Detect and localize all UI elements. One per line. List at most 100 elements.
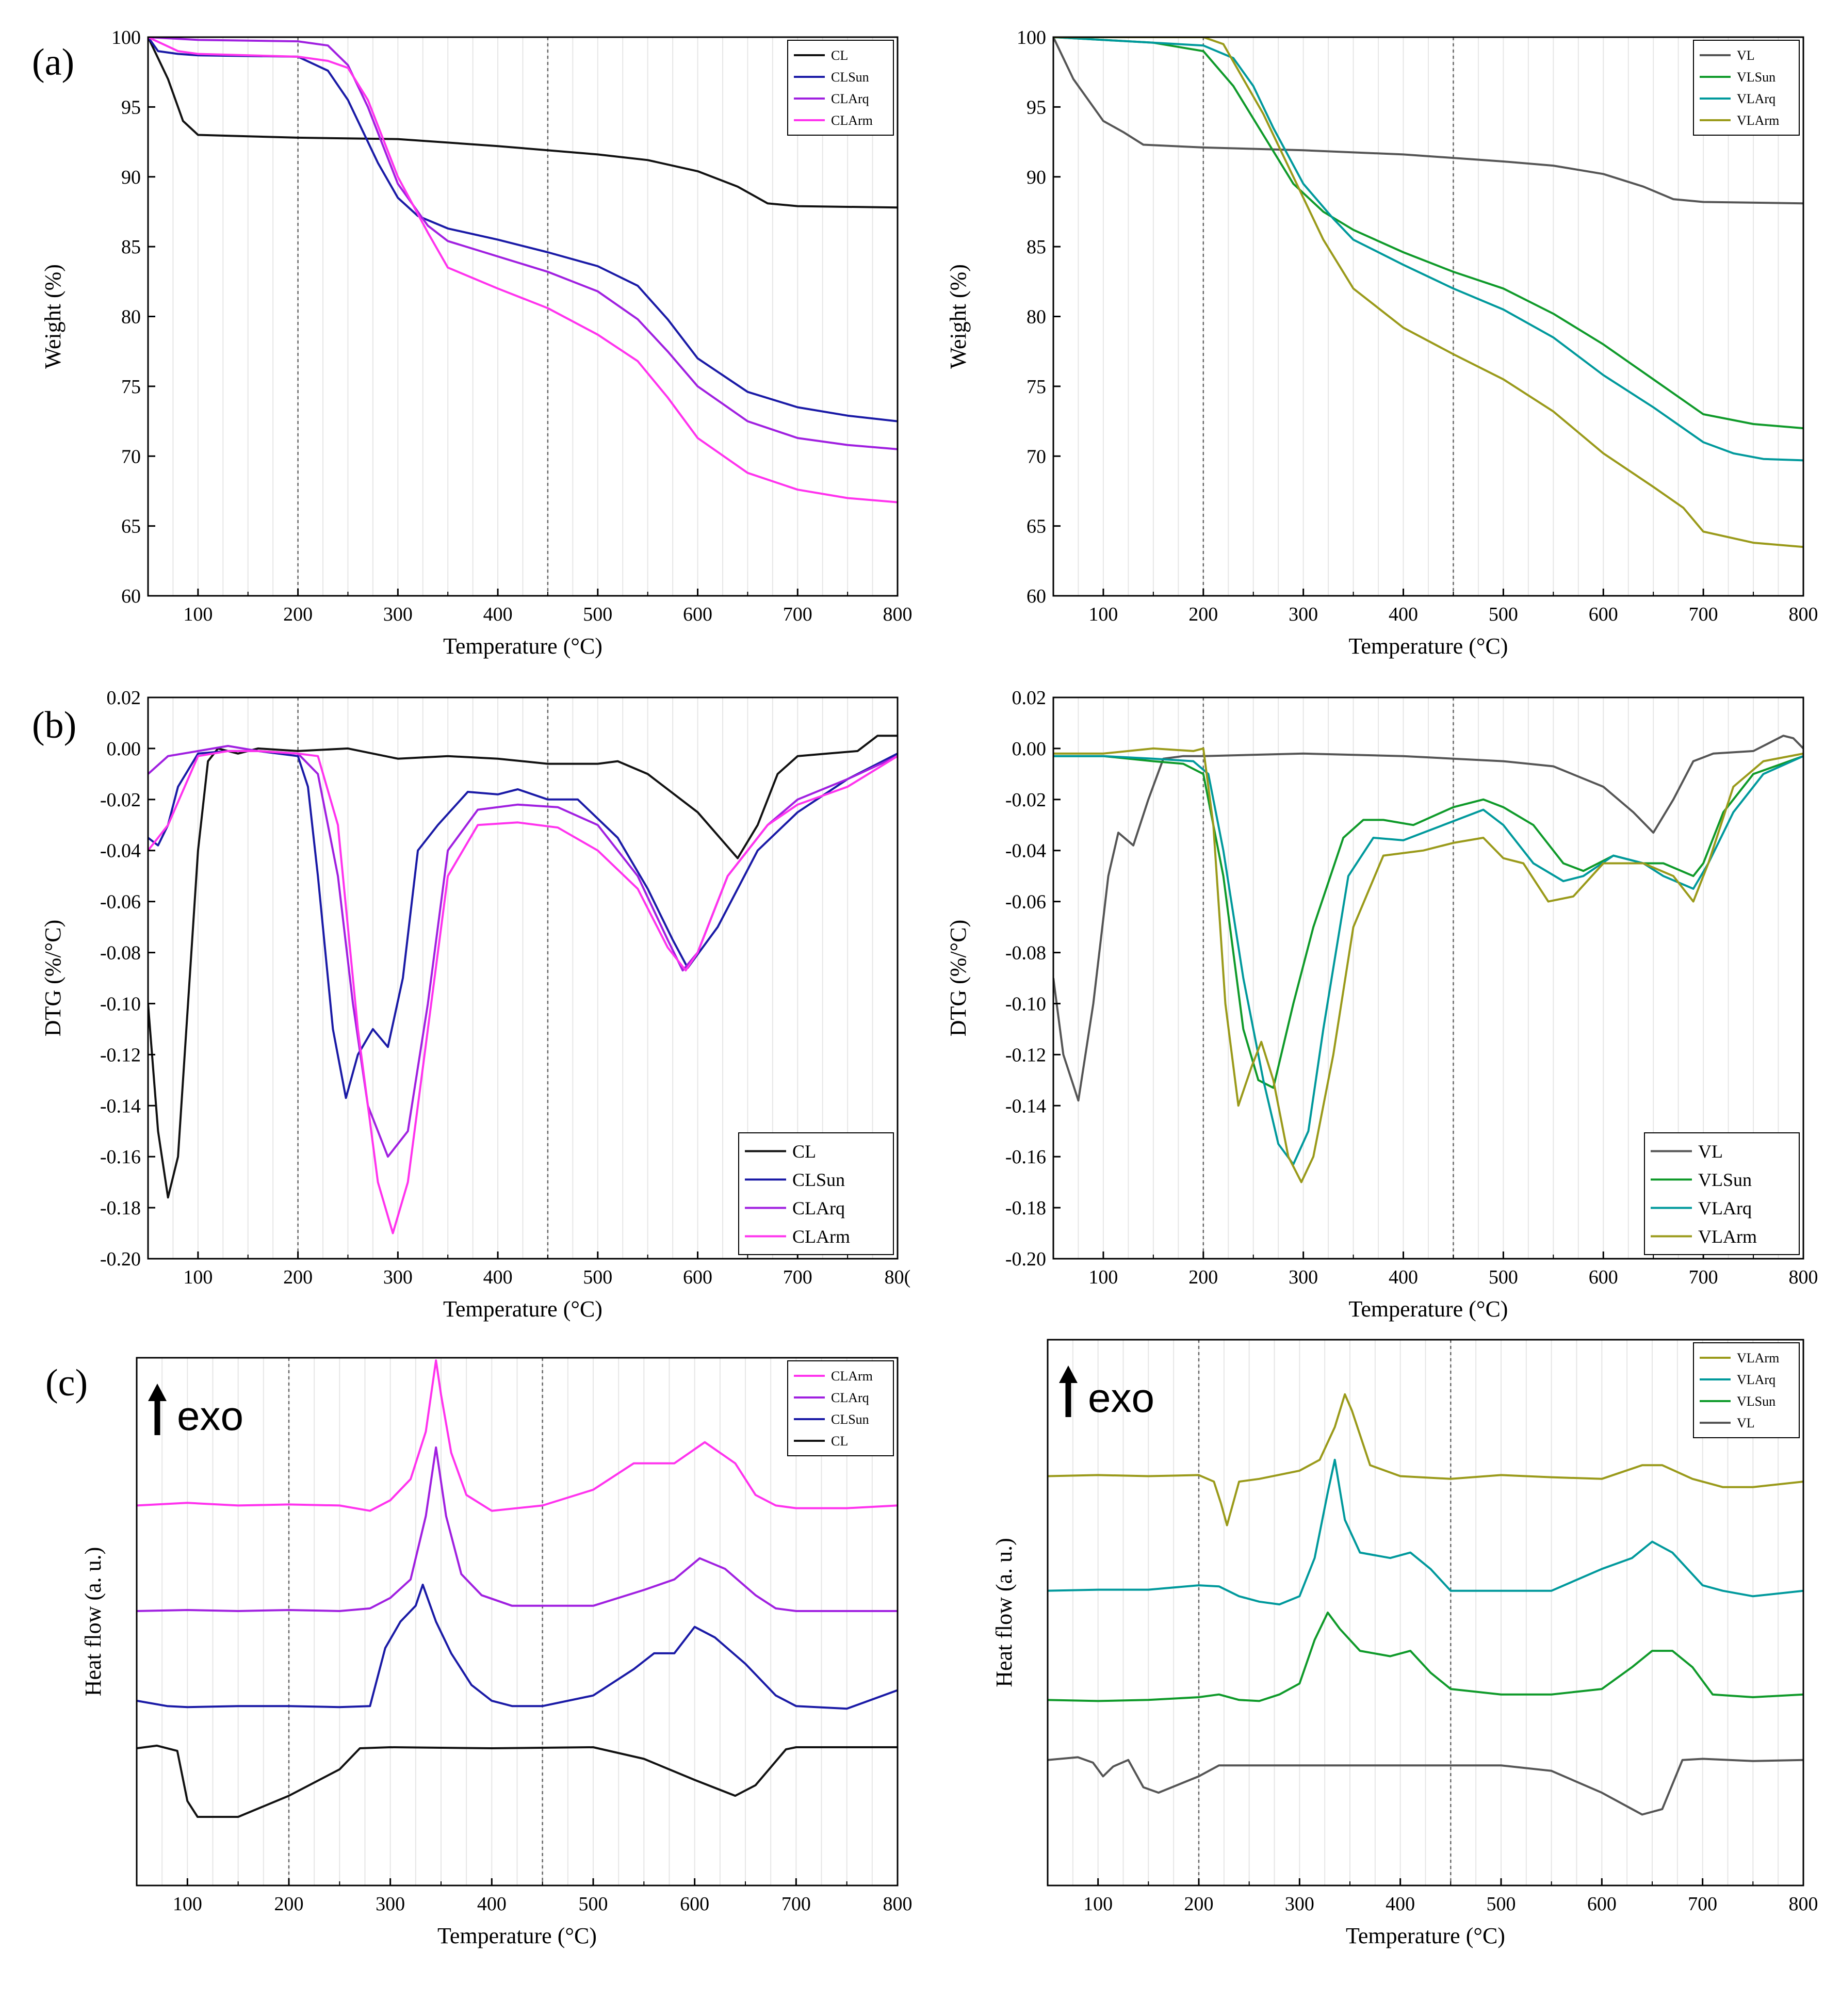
x-tick-label: 80( (885, 1266, 911, 1288)
y-axis-label: DTG (%/°C) (40, 920, 66, 1037)
x-tick-label: 500 (583, 1266, 612, 1288)
x-tick-label: 200 (1188, 604, 1218, 625)
series-line-CLArq (137, 1446, 898, 1612)
x-axis-label: Temperature (°C) (1349, 633, 1508, 659)
x-tick-label: 400 (477, 1893, 507, 1915)
legend: CL CLSun CLArq CLArm (738, 1132, 894, 1255)
legend: VL VLSun VLArq VLArm (1644, 1132, 1800, 1255)
legend-box (1644, 1132, 1800, 1255)
y-tick-label: 95 (121, 96, 141, 118)
legend-label-CL: CL (792, 1141, 816, 1162)
y-axis-label: Weight (%) (40, 264, 66, 369)
x-tick-label: 700 (783, 1266, 812, 1288)
x-tick-label: 200 (274, 1893, 304, 1915)
x-tick-label: 300 (383, 1266, 413, 1288)
legend-label-CLArm: CLArm (792, 1226, 850, 1247)
y-tick-label: -0.10 (100, 993, 141, 1015)
y-tick-label: -0.06 (100, 891, 141, 913)
series-line-CLArm (148, 37, 898, 503)
legend-label-VLArq: VLArq (1737, 91, 1775, 106)
x-tick-label: 300 (1285, 1893, 1314, 1915)
series-line-CLArm (148, 750, 898, 1234)
x-tick-label: 200 (283, 604, 313, 625)
legend-label-VLSun: VLSun (1737, 70, 1775, 85)
legend: CLArm CLArq CLSun CL (787, 1360, 894, 1456)
y-tick-label: 0.02 (1012, 687, 1047, 709)
x-tick-label: 700 (781, 1893, 811, 1915)
y-tick-label: -0.20 (100, 1248, 141, 1270)
x-tick-label: 100 (183, 1266, 213, 1288)
x-tick-label: 100 (1083, 1893, 1113, 1915)
y-tick-label: 65 (1027, 516, 1046, 538)
x-tick-label: 500 (579, 1893, 608, 1915)
series-line-VLArq (1053, 755, 1803, 1165)
exo-label: exo (177, 1393, 243, 1439)
y-tick-label: 80 (121, 306, 141, 328)
series-line-CLArq (148, 37, 898, 450)
x-tick-label: 600 (1587, 1893, 1617, 1915)
y-axis-label: DTG (%/°C) (946, 920, 971, 1037)
legend-label-VL: VL (1737, 48, 1755, 63)
x-tick-label: 200 (283, 1266, 313, 1288)
x-tick-label: 600 (683, 1266, 712, 1288)
y-axis-label: Weight (%) (946, 264, 971, 369)
x-tick-label: 300 (376, 1893, 405, 1915)
x-tick-label: 800 (883, 1893, 913, 1915)
legend-label-CLSun: CLSun (792, 1169, 845, 1190)
legend-label-VLArq: VLArq (1737, 1372, 1775, 1387)
legend: VL VLSun VLArq VLArm (1693, 40, 1800, 136)
x-tick-label: 500 (1489, 1266, 1518, 1288)
y-tick-label: 75 (121, 376, 141, 398)
y-tick-label: 100 (111, 27, 141, 48)
chart-c-right: 100 200 300 400 500 600 700 800 Temperature (°C)… (991, 1339, 1818, 1948)
x-tick-label: 300 (1289, 1266, 1318, 1288)
legend-box (738, 1132, 894, 1255)
y-tick-label: -0.16 (1005, 1146, 1046, 1168)
series-line-VLArm (1053, 747, 1803, 1183)
series-line-VLArq (1053, 37, 1803, 462)
series-line-VLArq (1048, 1458, 1803, 1606)
legend-label-CL: CL (831, 48, 848, 63)
x-tick-label: 500 (583, 604, 612, 625)
series-line-CLSun (137, 1583, 898, 1710)
x-axis-label: Temperature (°C) (1346, 1923, 1505, 1948)
legend-label-CLArm: CLArm (831, 113, 873, 128)
x-tick-label: 700 (1688, 1893, 1717, 1915)
y-tick-label: -0.14 (100, 1095, 141, 1117)
arrow-up-icon (148, 1384, 167, 1401)
x-tick-label: 400 (483, 1266, 513, 1288)
x-tick-label: 300 (383, 604, 413, 625)
x-tick-label: 600 (683, 604, 712, 625)
series-line-VL (1053, 37, 1803, 205)
x-axis-label: Temperature (°C) (443, 1296, 602, 1322)
x-tick-label: 400 (1386, 1893, 1415, 1915)
series-line-VLSun (1053, 755, 1803, 1089)
x-axis-label: Temperature (°C) (437, 1923, 597, 1948)
legend-label-VLArm: VLArm (1737, 1351, 1779, 1365)
x-tick-label: 700 (1689, 604, 1718, 625)
y-axis-label: Heat flow (a. u.) (991, 1538, 1017, 1687)
series-line-VL (1048, 1756, 1803, 1816)
x-tick-label: 100 (173, 1893, 202, 1915)
y-tick-label: 85 (121, 236, 141, 258)
plot-frame (136, 1357, 899, 1887)
legend-label-VLArq: VLArq (1698, 1198, 1752, 1218)
x-tick-label: 800 (883, 604, 913, 625)
panel-letter-a: (a) (32, 41, 74, 84)
legend-label-CLArm: CLArm (831, 1369, 873, 1384)
series-line-CL (148, 37, 898, 209)
x-tick-label: 700 (783, 604, 812, 625)
plot-frame (147, 696, 899, 1260)
legend-label-CL: CL (831, 1434, 848, 1449)
x-tick-label: 400 (1389, 1266, 1418, 1288)
y-tick-label: 0.00 (1012, 738, 1047, 760)
y-tick-label: -0.04 (100, 840, 141, 862)
y-tick-label: 95 (1027, 96, 1046, 118)
panel-letter-b: (b) (32, 704, 76, 746)
x-tick-label: 800 (1789, 1266, 1818, 1288)
legend-label-CLArq: CLArq (831, 1390, 869, 1405)
legend-label-VL: VL (1737, 1416, 1755, 1430)
y-tick-label: -0.10 (1005, 993, 1046, 1015)
y-tick-label: -0.06 (1005, 891, 1046, 913)
